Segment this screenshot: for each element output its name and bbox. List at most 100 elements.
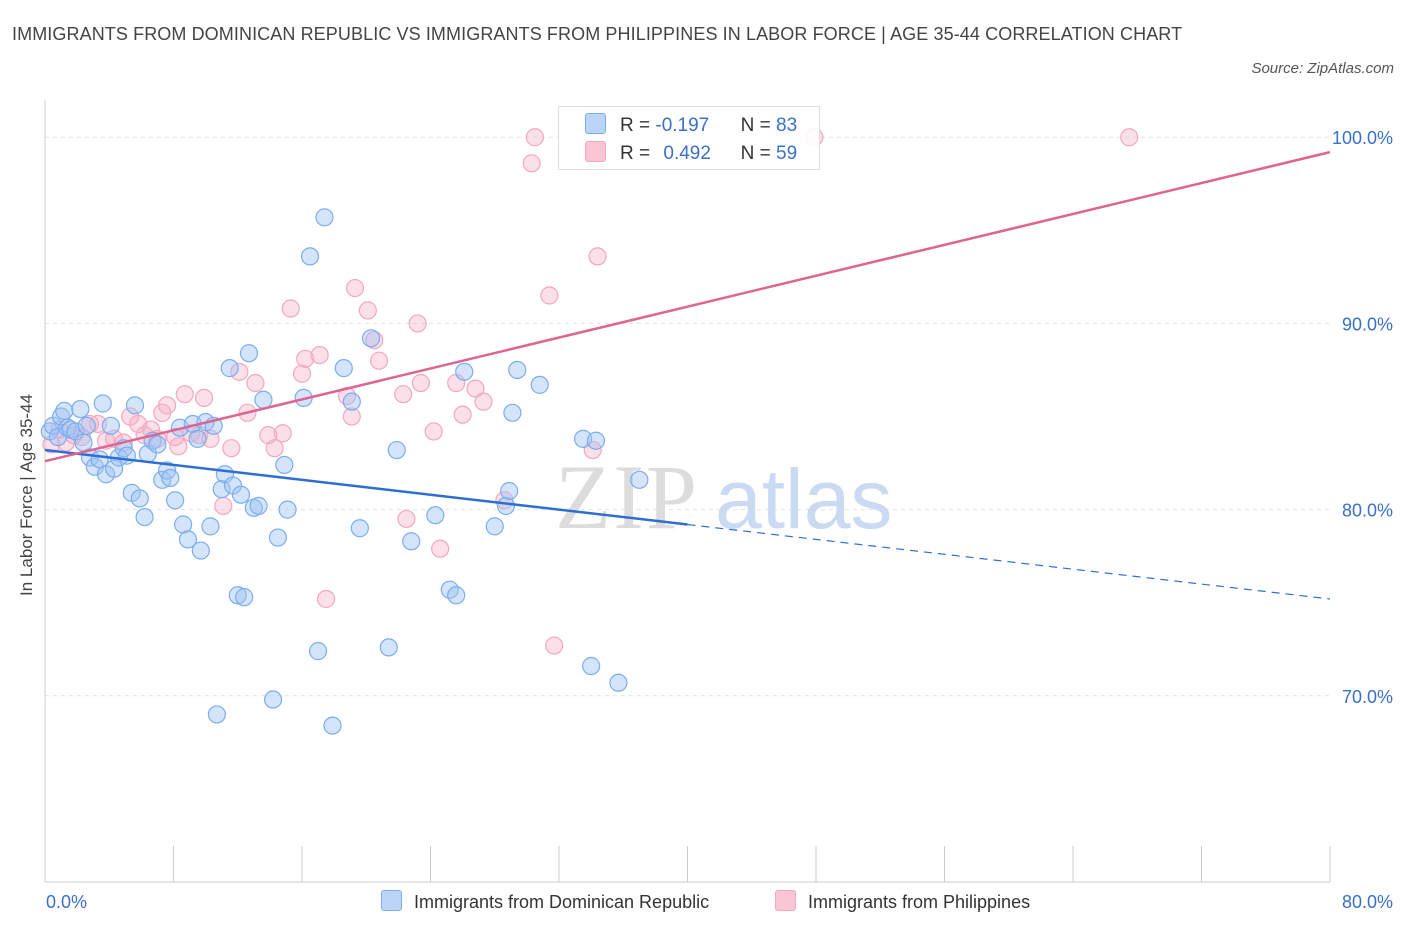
point-dominican — [315, 208, 334, 227]
point-dominican — [93, 394, 112, 413]
n-label: N = — [740, 143, 777, 164]
point-dominican — [609, 673, 628, 692]
point-philippines — [370, 351, 389, 370]
y-tick-label: 80.0% — [1342, 501, 1393, 521]
point-philippines — [342, 407, 361, 426]
legend-row-philippines: R = 0.492 N = 59 — [585, 141, 797, 165]
n-value-dominican: 83 — [776, 115, 798, 136]
watermark-zip: ZIP — [555, 446, 699, 548]
legend-swatch-philippines — [585, 141, 606, 162]
point-dominican — [117, 446, 137, 465]
point-dominican — [101, 416, 120, 435]
point-philippines — [281, 299, 300, 318]
point-dominican — [263, 690, 283, 709]
point-dominican — [387, 440, 406, 460]
bottom-legend-label-philippines: Immigrants from Philippines — [808, 892, 1031, 912]
point-dominican — [500, 481, 519, 501]
point-dominican — [71, 399, 90, 419]
point-philippines — [246, 373, 265, 393]
point-philippines — [316, 589, 336, 609]
point-dominican — [207, 705, 226, 724]
point-philippines — [222, 439, 241, 458]
bottom-legend-dominican: Immigrants from Dominican Republic — [381, 890, 709, 913]
point-philippines — [169, 437, 188, 456]
point-dominican — [496, 496, 516, 515]
point-philippines — [365, 331, 384, 350]
point-philippines — [394, 385, 413, 404]
point-dominican — [201, 517, 220, 536]
trend-dominican-dashed — [687, 523, 1331, 600]
trend-philippines-solid — [44, 150, 1331, 463]
correlation-legend: R = -0.197 N = 83 R = 0.492 N = 59 — [558, 106, 820, 170]
r-value-philippines: 0.492 — [663, 143, 711, 164]
point-dominican — [278, 500, 297, 519]
point-dominican — [582, 656, 601, 676]
point-philippines — [296, 349, 315, 368]
point-dominican — [228, 586, 247, 605]
chart-title: IMMIGRANTS FROM DOMINICAN REPUBLIC VS IM… — [12, 24, 1183, 44]
point-dominican — [447, 586, 466, 605]
data-points — [40, 128, 1139, 735]
point-dominican — [51, 407, 71, 426]
x-tick-label-max: 80.0% — [1342, 892, 1393, 912]
point-philippines — [345, 278, 365, 298]
point-philippines — [310, 345, 329, 365]
point-dominican — [188, 429, 207, 448]
point-dominican — [530, 375, 549, 394]
r-label: R = — [620, 143, 656, 164]
point-dominican — [275, 455, 294, 475]
point-dominican — [249, 496, 268, 515]
point-philippines — [408, 314, 427, 333]
point-dominican — [308, 642, 328, 661]
point-dominican — [426, 506, 445, 525]
bottom-legend-swatch-dominican — [381, 890, 402, 911]
point-dominican — [508, 360, 527, 380]
point-dominican — [268, 528, 288, 547]
watermark-atlas: atlas — [715, 452, 892, 546]
point-dominican — [361, 329, 381, 348]
point-dominican — [239, 344, 259, 363]
y-axis-title: In Labor Force | Age 35-44 — [17, 394, 36, 596]
point-dominican — [77, 416, 96, 435]
legend-row-dominican: R = -0.197 N = 83 — [585, 113, 797, 137]
point-dominican — [503, 403, 522, 422]
point-dominican — [178, 530, 198, 549]
r-value-dominican: -0.197 — [655, 115, 710, 136]
x-tick-labels: 0.0% 80.0% — [46, 892, 1393, 912]
point-philippines — [588, 247, 607, 266]
point-philippines — [265, 439, 284, 458]
point-dominican — [55, 401, 74, 421]
point-dominican — [379, 638, 398, 657]
point-dominican — [212, 480, 231, 499]
point-dominican — [586, 431, 606, 450]
axes — [44, 100, 1331, 883]
point-philippines — [292, 364, 312, 383]
point-philippines — [194, 388, 214, 408]
point-dominican — [254, 390, 273, 409]
point-philippines — [358, 301, 377, 320]
bottom-legend-label-dominican: Immigrants from Dominican Republic — [414, 892, 710, 912]
point-philippines — [525, 128, 545, 147]
point-dominican — [135, 507, 154, 527]
point-philippines — [157, 396, 177, 415]
source-label: Source: ZipAtlas.com — [1251, 60, 1394, 77]
legend-swatch-dominican — [585, 113, 606, 134]
point-dominican — [630, 470, 649, 489]
point-dominican — [130, 489, 149, 508]
point-dominican — [455, 362, 474, 381]
grid-lines — [45, 136, 1330, 697]
point-dominican — [104, 459, 124, 478]
point-dominican — [166, 491, 185, 510]
n-value-philippines: 59 — [776, 143, 798, 164]
point-philippines — [273, 424, 292, 443]
point-dominican — [300, 247, 320, 266]
point-dominican — [323, 716, 342, 735]
point-philippines — [474, 392, 493, 411]
trend-lines — [44, 150, 1331, 600]
y-tick-label: 90.0% — [1342, 314, 1393, 334]
point-dominican — [402, 532, 421, 551]
point-dominican — [220, 359, 239, 378]
point-dominican — [191, 541, 210, 560]
r-label: R = — [620, 115, 656, 136]
